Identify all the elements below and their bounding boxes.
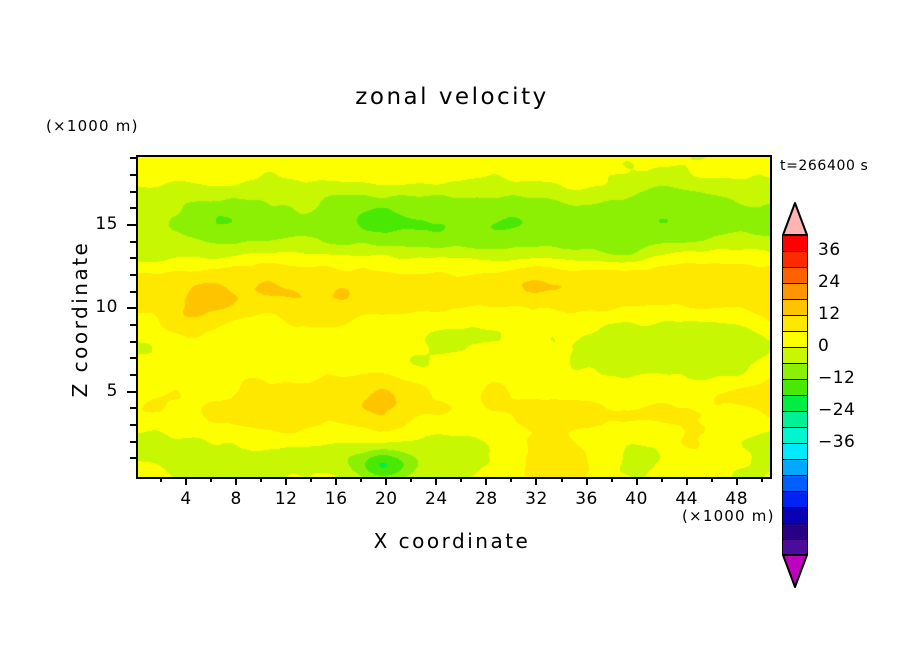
x-tick-label: 40 bbox=[625, 489, 648, 509]
y-tick bbox=[130, 257, 136, 260]
x-tick bbox=[510, 477, 513, 482]
x-axis-label: X coordinate bbox=[373, 529, 531, 553]
colorbar-tick-label: 0 bbox=[818, 336, 830, 356]
y-tick bbox=[130, 374, 136, 376]
x-tick-label: 16 bbox=[324, 489, 348, 509]
colorbar-band bbox=[782, 427, 808, 443]
x-tick bbox=[685, 477, 688, 485]
x-axis-units-label: (×1000 m) bbox=[682, 507, 775, 525]
y-tick-label: 10 bbox=[95, 297, 118, 318]
colorbar-band bbox=[782, 283, 808, 299]
contour-field bbox=[138, 157, 770, 477]
colorbar-tick-label: −24 bbox=[818, 400, 856, 420]
y-tick bbox=[130, 340, 136, 343]
colorbar-tick-label: 24 bbox=[818, 272, 841, 292]
x-tick bbox=[285, 477, 288, 485]
colorbar-band bbox=[782, 491, 808, 507]
x-tick bbox=[760, 477, 763, 482]
colorbar-band bbox=[782, 443, 808, 459]
y-tick bbox=[127, 390, 136, 393]
colorbar-band bbox=[782, 539, 808, 555]
x-tick bbox=[210, 477, 213, 482]
y-tick bbox=[130, 407, 136, 410]
y-tick bbox=[130, 457, 136, 460]
colorbar-band bbox=[782, 395, 808, 411]
contour-plot-area bbox=[136, 155, 772, 479]
y-tick bbox=[130, 440, 136, 443]
y-tick bbox=[127, 307, 136, 310]
colorbar-band bbox=[782, 363, 808, 379]
x-tick bbox=[710, 477, 713, 482]
x-tick bbox=[385, 477, 388, 485]
colorbar-tick-label: 36 bbox=[818, 240, 841, 260]
y-tick bbox=[130, 157, 136, 160]
x-tick bbox=[660, 477, 663, 482]
x-tick-label: 24 bbox=[425, 489, 448, 509]
colorbar-band bbox=[782, 379, 808, 395]
colorbar-band bbox=[782, 523, 808, 539]
x-tick bbox=[260, 477, 263, 482]
x-tick bbox=[435, 477, 438, 485]
colorbar-band bbox=[782, 475, 808, 491]
x-tick bbox=[185, 477, 188, 485]
colorbar-band bbox=[782, 235, 808, 251]
y-tick bbox=[130, 240, 136, 243]
y-tick bbox=[130, 357, 136, 360]
x-tick bbox=[635, 477, 638, 485]
y-axis-units-label: (×1000 m) bbox=[46, 117, 139, 135]
x-tick bbox=[610, 477, 613, 482]
x-tick-label: 20 bbox=[374, 489, 398, 509]
y-tick bbox=[130, 290, 136, 293]
y-tick bbox=[130, 174, 136, 176]
x-tick bbox=[160, 477, 163, 482]
x-tick bbox=[410, 477, 413, 482]
x-tick bbox=[485, 477, 488, 485]
colorbar-band bbox=[782, 459, 808, 475]
colorbar-band bbox=[782, 315, 808, 331]
x-tick-label: 44 bbox=[675, 489, 698, 509]
colorbar-band bbox=[782, 299, 808, 315]
x-tick bbox=[335, 477, 338, 485]
y-tick bbox=[130, 207, 136, 210]
colorbar-tick-label: −12 bbox=[818, 368, 856, 388]
colorbar-band bbox=[782, 411, 808, 427]
x-tick-label: 4 bbox=[180, 489, 192, 509]
y-tick-label: 5 bbox=[106, 380, 118, 401]
y-tick bbox=[130, 324, 136, 326]
y-tick bbox=[130, 274, 136, 276]
y-tick bbox=[130, 424, 136, 426]
x-tick-label: 12 bbox=[274, 489, 298, 509]
colorbar-band bbox=[782, 267, 808, 283]
colorbar-bands bbox=[782, 235, 808, 555]
time-annotation: t=266400 s bbox=[780, 158, 869, 174]
x-tick bbox=[235, 477, 238, 485]
x-tick-label: 8 bbox=[230, 489, 242, 509]
y-tick bbox=[130, 190, 136, 193]
x-tick bbox=[735, 477, 738, 485]
x-tick-label: 48 bbox=[725, 489, 749, 509]
x-tick bbox=[460, 477, 463, 482]
x-tick bbox=[310, 477, 313, 482]
colorbar-band bbox=[782, 331, 808, 347]
x-tick bbox=[535, 477, 538, 485]
colorbar-tick-label: 12 bbox=[818, 304, 841, 324]
x-tick-label: 28 bbox=[475, 489, 498, 509]
y-tick bbox=[127, 224, 136, 226]
x-tick-label: 36 bbox=[575, 489, 598, 509]
x-tick bbox=[585, 477, 588, 485]
x-tick-label: 32 bbox=[525, 489, 548, 509]
colorbar-band bbox=[782, 251, 808, 267]
colorbar-band bbox=[782, 507, 808, 523]
colorbar-tick-label: −36 bbox=[818, 432, 856, 452]
y-tick-label: 15 bbox=[95, 214, 118, 234]
colorbar-band bbox=[782, 347, 808, 363]
x-tick bbox=[360, 477, 363, 482]
chart-title: zonal velocity bbox=[355, 84, 549, 110]
colorbar-bottom-arrow-icon bbox=[782, 554, 808, 588]
x-tick bbox=[560, 477, 563, 482]
colorbar-top-arrow-icon bbox=[782, 202, 808, 236]
